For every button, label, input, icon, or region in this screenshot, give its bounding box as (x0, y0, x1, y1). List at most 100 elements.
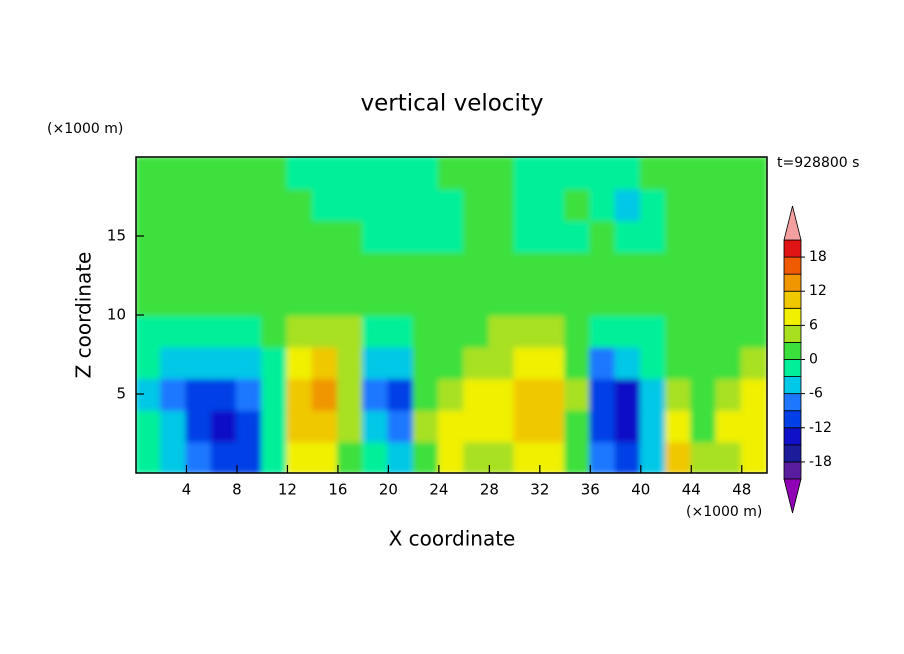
field-cell (488, 157, 516, 190)
field-cell (286, 408, 314, 443)
field-cell (564, 250, 592, 285)
field-cell (488, 408, 516, 443)
field-cell (160, 377, 188, 411)
field-cell (488, 345, 516, 380)
field-cell (564, 282, 592, 316)
colorbar-bin (783, 324, 802, 343)
field-cell (362, 219, 390, 253)
field-cell (538, 187, 567, 222)
field-cell (538, 250, 567, 285)
x-tick-label: 48 (732, 481, 751, 499)
field-cell (336, 250, 365, 285)
field-cell (639, 345, 668, 380)
field-cell (463, 157, 491, 190)
field-cell (437, 187, 466, 222)
field-cell (185, 187, 213, 222)
field-cell (665, 187, 693, 222)
field-cell (412, 408, 440, 443)
field-cell (589, 282, 617, 316)
field-cell (336, 314, 365, 348)
field-cell (463, 314, 491, 348)
field-cell (235, 408, 264, 443)
field-cell (513, 440, 541, 473)
field-cell (639, 282, 668, 316)
field-cell (412, 187, 440, 222)
field-cell (311, 440, 339, 473)
field-cell (740, 187, 767, 222)
field-cell (160, 345, 188, 380)
colorbar-bin (783, 273, 802, 292)
field-cell (463, 440, 491, 473)
colorbar-tick-label: -12 (809, 420, 832, 436)
field-cell (690, 377, 718, 411)
field-cell (210, 377, 238, 411)
field-cell (690, 250, 718, 285)
field-cell (235, 157, 264, 190)
x-tick-label: 44 (682, 481, 701, 499)
field-cell (136, 345, 163, 380)
field-cell (715, 187, 743, 222)
colorbar-over (783, 205, 802, 241)
field-cell (614, 377, 642, 411)
y-tick-label: 5 (116, 385, 126, 403)
chart-title: vertical velocity (361, 91, 544, 117)
field-cell (513, 250, 541, 285)
field-cell (690, 157, 718, 190)
field-cell (387, 187, 415, 222)
field-cell (639, 219, 668, 253)
field-cell (665, 408, 693, 443)
field-cell (589, 440, 617, 473)
field-cell (412, 157, 440, 190)
field-cell (235, 219, 264, 253)
field-cell (412, 345, 440, 380)
field-cell (690, 408, 718, 443)
field-cell (210, 314, 238, 348)
field-cell (513, 345, 541, 380)
field-cell (311, 314, 339, 348)
field-cell (261, 282, 289, 316)
colorbar-bin (783, 410, 802, 429)
field-cell (160, 282, 188, 316)
field-cell (160, 157, 188, 190)
field-cell (538, 219, 567, 253)
field-cell (362, 157, 390, 190)
field-cell (261, 345, 289, 380)
field-cell (690, 219, 718, 253)
colorbar-under (783, 478, 802, 514)
field-cell (235, 377, 264, 411)
field-cell (665, 157, 693, 190)
field-cell (261, 157, 289, 190)
field-cell (589, 250, 617, 285)
field-cell (136, 408, 163, 443)
field-cell (336, 377, 365, 411)
field-cell (261, 250, 289, 285)
colorbar-tick-label: 6 (809, 317, 818, 333)
field-cell (715, 440, 743, 473)
x-axis-label: X coordinate (389, 527, 516, 551)
field-cell (463, 345, 491, 380)
field-cell (311, 157, 339, 190)
field-cell (564, 408, 592, 443)
field-cell (488, 219, 516, 253)
x-tick-label: 4 (182, 481, 192, 499)
field-cell (235, 314, 264, 348)
colorbar-bin (783, 444, 802, 463)
field-cell (614, 187, 642, 222)
field-cell (286, 314, 314, 348)
field-cell (362, 250, 390, 285)
field-cell (639, 157, 668, 190)
field-cell (715, 250, 743, 285)
field-cell (463, 187, 491, 222)
field-cell (740, 282, 767, 316)
field-cell (362, 440, 390, 473)
field-cell (210, 250, 238, 285)
colorbar-bin (783, 376, 802, 395)
field-cell (614, 440, 642, 473)
field-cell (488, 250, 516, 285)
field-cell (185, 219, 213, 253)
field-cell (614, 282, 642, 316)
field-cell (261, 408, 289, 443)
field-cell (538, 282, 567, 316)
field-cell (513, 282, 541, 316)
field-cell (513, 157, 541, 190)
